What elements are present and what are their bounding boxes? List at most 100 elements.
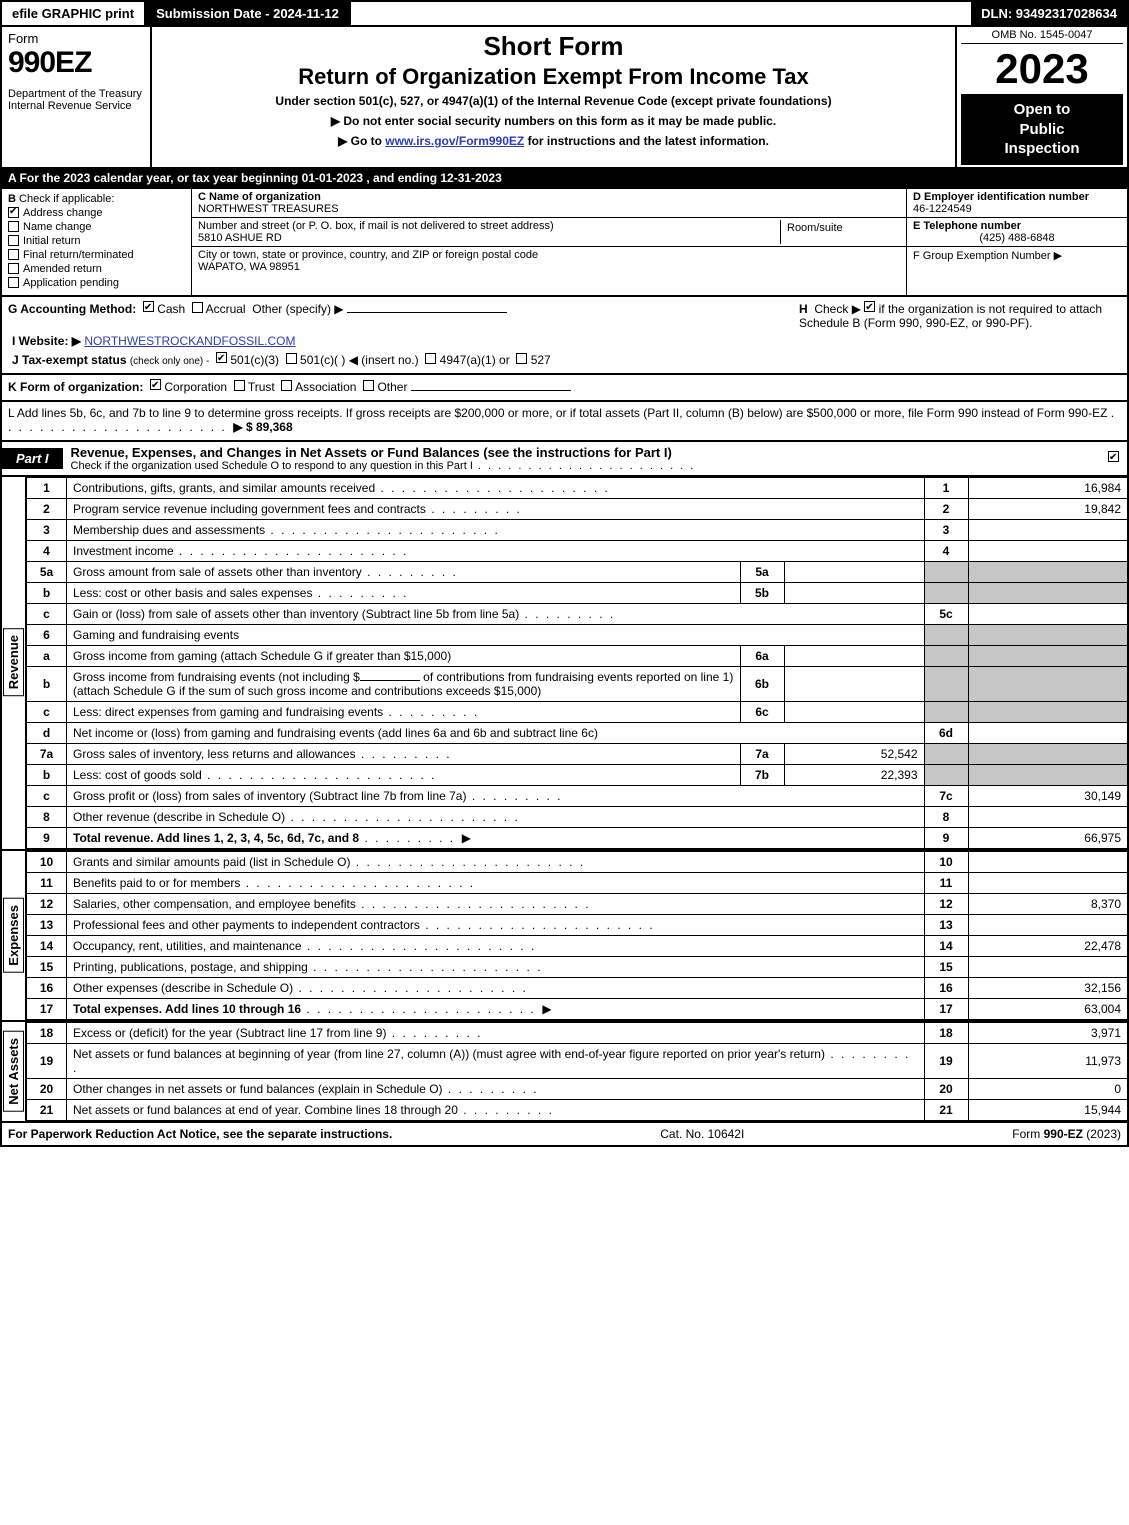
goto-line: ▶ Go to www.irs.gov/Form990EZ for instru… [160, 134, 947, 148]
line-j-label: J Tax-exempt status [12, 353, 127, 367]
address: 5810 ASHUE RD [198, 232, 780, 244]
chk-schedule-b[interactable] [864, 301, 875, 312]
omb-number: OMB No. 1545-0047 [961, 29, 1123, 44]
line-g-label: G Accounting Method: [8, 302, 136, 316]
part-1-header: Part I Revenue, Expenses, and Changes in… [0, 442, 1129, 477]
chk-initial-return[interactable] [8, 235, 19, 246]
table-row: 8Other revenue (describe in Schedule O)8 [27, 806, 1129, 827]
irs-label: Internal Revenue Service [8, 100, 144, 112]
table-row: 5aGross amount from sale of assets other… [27, 561, 1129, 582]
chk-4947[interactable] [425, 353, 436, 364]
table-row: 18Excess or (deficit) for the year (Subt… [27, 1022, 1129, 1043]
table-row: bGross income from fundraising events (n… [27, 666, 1129, 701]
chk-application-pending[interactable] [8, 277, 19, 288]
table-row: 2Program service revenue including gover… [27, 498, 1129, 519]
table-row: 14Occupancy, rent, utilities, and mainte… [27, 935, 1129, 956]
form-header: Form 990EZ Department of the Treasury In… [0, 27, 1129, 169]
table-row: 16Other expenses (describe in Schedule O… [27, 977, 1129, 998]
org-name-label: C Name of organization [198, 191, 900, 203]
ein: 46-1224549 [913, 203, 1121, 215]
org-name: NORTHWEST TREASURES [198, 203, 900, 215]
side-net-assets: Net Assets [3, 1031, 24, 1112]
subtitle: Under section 501(c), 527, or 4947(a)(1)… [160, 94, 947, 108]
chk-other-org[interactable] [363, 380, 374, 391]
chk-association[interactable] [281, 380, 292, 391]
title-short-form: Short Form [160, 31, 947, 62]
expenses-section: Expenses 10Grants and similar amounts pa… [0, 851, 1129, 1022]
form-footer: Form 990-EZ (2023) [1012, 1127, 1121, 1141]
cat-no: Cat. No. 10642I [660, 1127, 744, 1141]
table-row: cGain or (loss) from sale of assets othe… [27, 603, 1129, 624]
part-1-title: Revenue, Expenses, and Changes in Net As… [71, 445, 1092, 460]
line-k-label: K Form of organization: [8, 380, 143, 394]
table-row: 10Grants and similar amounts paid (list … [27, 851, 1129, 872]
table-row: 3Membership dues and assessments3 [27, 519, 1129, 540]
group-exemption-label: F Group Exemption Number ▶ [913, 249, 1121, 262]
table-row: dNet income or (loss) from gaming and fu… [27, 722, 1129, 743]
side-revenue: Revenue [3, 628, 24, 696]
chk-amended-return[interactable] [8, 263, 19, 274]
chk-trust[interactable] [234, 380, 245, 391]
paperwork-notice: For Paperwork Reduction Act Notice, see … [8, 1127, 392, 1141]
line-l-amount: ▶ $ 89,368 [233, 420, 292, 434]
website-link[interactable]: NORTHWESTROCKANDFOSSIL.COM [84, 334, 295, 348]
chk-501c[interactable] [286, 353, 297, 364]
line-k: K Form of organization: Corporation Trus… [0, 375, 1129, 402]
title-return: Return of Organization Exempt From Incom… [160, 64, 947, 90]
submission-date: Submission Date - 2024-11-12 [146, 2, 351, 25]
chk-accrual[interactable] [192, 302, 203, 313]
line-l: L Add lines 5b, 6c, and 7b to line 9 to … [0, 402, 1129, 442]
table-row: 15Printing, publications, postage, and s… [27, 956, 1129, 977]
section-b-c-d: B Check if applicable: Address change Na… [0, 189, 1129, 297]
page-footer: For Paperwork Reduction Act Notice, see … [0, 1123, 1129, 1147]
table-row: 12Salaries, other compensation, and empl… [27, 893, 1129, 914]
efile-label: efile GRAPHIC print [2, 2, 146, 25]
chk-name-change[interactable] [8, 221, 19, 232]
table-row: 9Total revenue. Add lines 1, 2, 3, 4, 5c… [27, 827, 1129, 848]
table-row: cGross profit or (loss) from sales of in… [27, 785, 1129, 806]
table-row: bLess: cost or other basis and sales exp… [27, 582, 1129, 603]
line-i-label: I Website: ▶ [12, 334, 81, 348]
phone-label: E Telephone number [913, 220, 1121, 232]
chk-schedule-o-part1[interactable] [1108, 451, 1119, 462]
table-row: 4Investment income4 [27, 540, 1129, 561]
chk-cash[interactable] [143, 301, 154, 312]
room-suite-label: Room/suite [780, 220, 900, 244]
phone: (425) 488-6848 [913, 232, 1121, 244]
table-row: 19Net assets or fund balances at beginni… [27, 1043, 1129, 1078]
side-expenses: Expenses [3, 898, 24, 973]
net-assets-section: Net Assets 18Excess or (deficit) for the… [0, 1022, 1129, 1123]
part-1-tab: Part I [2, 448, 63, 469]
table-row: bLess: cost of goods sold7b22,393 [27, 764, 1129, 785]
dln: DLN: 93492317028634 [971, 2, 1127, 25]
table-row: 11Benefits paid to or for members11 [27, 872, 1129, 893]
net-assets-table: 18Excess or (deficit) for the year (Subt… [26, 1022, 1129, 1121]
expenses-table: 10Grants and similar amounts paid (list … [26, 851, 1129, 1020]
open-to-public: Open to Public Inspection [961, 94, 1123, 165]
city-label: City or town, state or province, country… [198, 249, 900, 261]
address-label: Number and street (or P. O. box, if mail… [198, 220, 780, 232]
top-bar: efile GRAPHIC print Submission Date - 20… [0, 0, 1129, 27]
chk-501c3[interactable] [216, 352, 227, 363]
other-method-input[interactable] [347, 312, 507, 313]
dept-treasury: Department of the Treasury [8, 88, 144, 100]
tax-year: 2023 [961, 48, 1123, 90]
table-row: 1Contributions, gifts, grants, and simil… [27, 477, 1129, 498]
irs-link[interactable]: www.irs.gov/Form990EZ [385, 134, 524, 148]
chk-527[interactable] [516, 353, 527, 364]
chk-final-return[interactable] [8, 249, 19, 260]
table-row: 21Net assets or fund balances at end of … [27, 1099, 1129, 1120]
table-row: cLess: direct expenses from gaming and f… [27, 701, 1129, 722]
table-row: 13Professional fees and other payments t… [27, 914, 1129, 935]
chk-corporation[interactable] [150, 379, 161, 390]
lines-g-to-j: G Accounting Method: Cash Accrual Other … [0, 297, 1129, 375]
chk-address-change[interactable] [8, 207, 19, 218]
other-org-input[interactable] [411, 390, 571, 391]
city-state-zip: WAPATO, WA 98951 [198, 261, 900, 273]
revenue-table: 1Contributions, gifts, grants, and simil… [26, 477, 1129, 849]
contrib-amount-input[interactable] [360, 680, 420, 681]
part-1-subtitle: Check if the organization used Schedule … [71, 460, 1092, 472]
warning-ssn: ▶ Do not enter social security numbers o… [160, 114, 947, 128]
row-a-tax-year: A For the 2023 calendar year, or tax yea… [0, 169, 1129, 189]
table-row: 7aGross sales of inventory, less returns… [27, 743, 1129, 764]
